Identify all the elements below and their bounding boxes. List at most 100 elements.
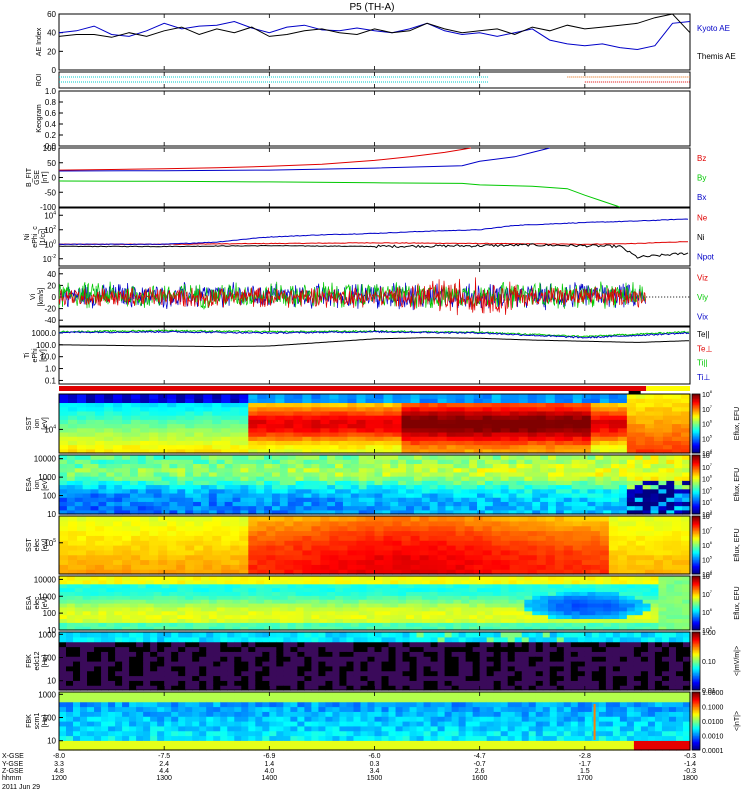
spectrogram-cell <box>199 632 207 638</box>
spectrogram-cell <box>230 440 240 446</box>
spectrogram-cell <box>136 661 144 667</box>
spectrogram-cell <box>469 471 478 477</box>
spectrogram-cell <box>508 480 518 486</box>
spectrogram-cell <box>518 516 529 522</box>
spectrogram-cell <box>68 431 78 437</box>
spectrogram-cell <box>77 535 87 541</box>
spectrogram-cell <box>545 444 556 450</box>
spectrogram-cell <box>666 501 675 507</box>
spectrogram-cell <box>461 610 470 616</box>
spectrogram-cell <box>401 540 412 546</box>
spectrogram-cell <box>356 564 367 570</box>
spectrogram-cell <box>276 636 284 643</box>
spectrogram-cell <box>626 471 636 477</box>
spectrogram-cell <box>101 661 109 667</box>
spectrogram-cell <box>626 459 636 465</box>
spectrogram-cell <box>327 595 336 600</box>
spectrogram-cell <box>536 448 547 454</box>
spectrogram-cell <box>178 641 186 648</box>
colorbar-cell <box>692 523 700 526</box>
spectrogram-cell <box>66 455 76 460</box>
spectrogram-cell <box>230 525 240 532</box>
spectrogram-cell <box>382 497 391 502</box>
spectrogram-cell <box>224 505 234 511</box>
spectrogram-cell <box>634 471 644 477</box>
spectrogram-cell <box>572 427 583 433</box>
spectrogram-cell <box>59 488 68 494</box>
spectrogram-cell <box>401 530 412 536</box>
spectrogram-cell <box>113 444 123 450</box>
spectrogram-cell <box>275 564 285 570</box>
spectrogram-cell <box>619 583 628 589</box>
panel-ylabel-line: elec <box>34 538 41 551</box>
spectrogram-cell <box>428 554 439 561</box>
spectrogram-cell <box>545 549 556 556</box>
legend-entry: Ne <box>697 214 708 223</box>
spectrogram-cell <box>303 591 312 596</box>
spectrogram-cell <box>374 509 383 515</box>
spectrogram-cell <box>671 448 682 454</box>
spectrogram-cell <box>177 505 186 511</box>
spectrogram-cell <box>563 535 574 541</box>
spectrogram-cell <box>453 591 462 596</box>
spectrogram-cell <box>329 516 340 522</box>
spectrogram-cell <box>492 471 502 477</box>
colorbar-cell <box>692 477 700 480</box>
spectrogram-cell <box>176 415 186 420</box>
spectrogram-cell <box>122 549 132 556</box>
spectrogram-cell <box>674 603 683 608</box>
spectrogram-cell <box>682 480 691 486</box>
spectrogram-cell <box>239 516 249 522</box>
spectrogram-cell <box>82 583 92 589</box>
spectrogram-cell <box>73 656 81 662</box>
spectrogram-cell <box>680 545 691 551</box>
spectrogram-cell <box>167 549 177 556</box>
spectrogram-cell <box>208 463 218 469</box>
spectrogram-cell <box>603 626 612 631</box>
spectrogram-cell <box>608 559 619 565</box>
spectrogram-cell <box>303 497 312 502</box>
spectrogram-cell <box>240 459 249 465</box>
spectrogram-cell <box>383 440 394 446</box>
spectrogram-cell <box>264 614 273 620</box>
spectrogram-cell <box>161 497 171 502</box>
spectrogram-cell <box>266 436 276 441</box>
spectrogram-cell <box>295 583 305 589</box>
spectrogram-cell <box>275 535 285 541</box>
spectrogram-cell <box>644 564 655 570</box>
series-line-ti- <box>58 330 690 339</box>
spectrogram-cell <box>491 431 502 437</box>
spectrogram-cell <box>482 423 493 429</box>
spectrogram-cell <box>248 632 256 638</box>
spectrogram-cell <box>153 587 163 593</box>
spectrogram-cell <box>203 415 213 420</box>
spectrogram-cell <box>158 398 168 404</box>
spectrogram-cell <box>248 614 257 620</box>
spectrogram-cell <box>548 599 557 604</box>
spectrogram-cell <box>122 427 132 433</box>
spectrogram-cell <box>230 520 240 527</box>
spectrogram-cell <box>239 559 249 565</box>
spectrogram-cell <box>390 509 399 515</box>
spectrogram-cell <box>581 520 592 527</box>
spectrogram-cell <box>401 559 412 565</box>
spectrogram-cell <box>410 516 421 522</box>
spectrogram-cell <box>469 595 478 600</box>
spectrogram-cell <box>227 680 235 686</box>
spectrogram-cell <box>603 505 612 511</box>
spectrogram-cell <box>87 641 95 648</box>
spectrogram-cell <box>599 554 610 561</box>
spectrogram-cell <box>366 622 376 627</box>
spectrogram-cell <box>59 530 69 536</box>
spectrogram-cell <box>302 530 312 536</box>
spectrogram-cell <box>145 505 155 511</box>
spectrogram-cell <box>572 394 583 399</box>
spectrogram-cell <box>149 440 159 446</box>
spectrogram-cell <box>264 595 273 600</box>
spectrogram-cell <box>461 595 470 600</box>
spectrogram-cell <box>264 606 273 612</box>
spectrogram-cell <box>563 569 574 575</box>
spectrogram-cell <box>680 436 691 441</box>
spectrogram-cell <box>524 587 533 593</box>
spectrogram-cell <box>413 476 423 481</box>
